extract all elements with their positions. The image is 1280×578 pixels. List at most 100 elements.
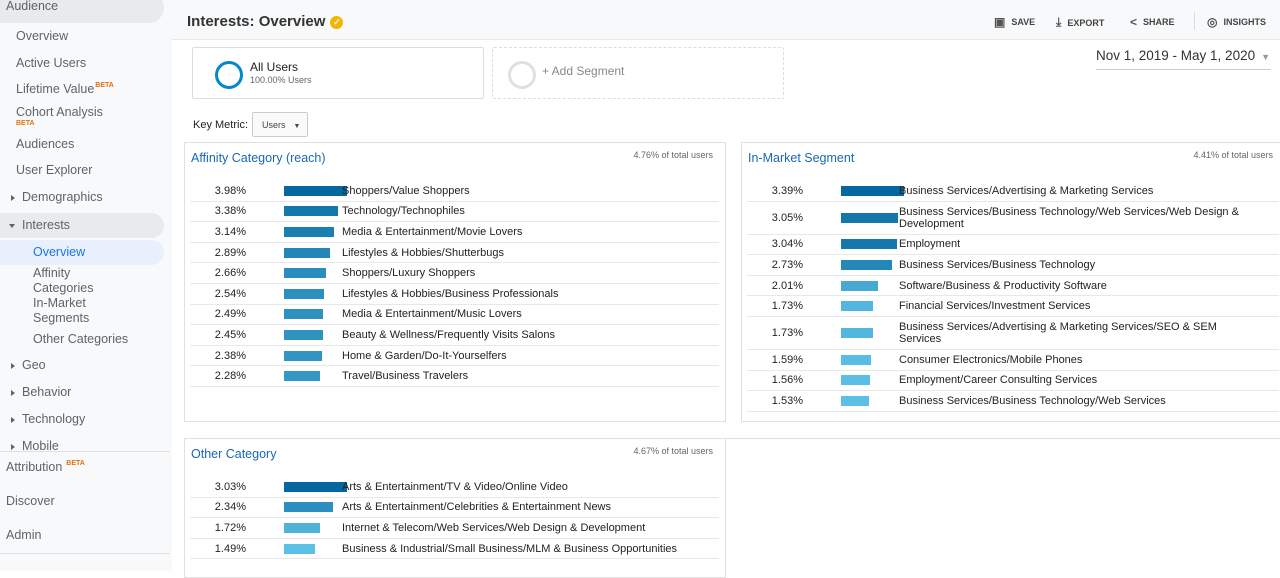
page-header: Interests: Overview ✓ ▣ SAVE ⤓ EXPORT < SHAR…	[172, 0, 1280, 40]
row-label[interactable]: Technology/Technophiles	[342, 205, 465, 218]
row-label[interactable]: Financial Services/Investment Services	[899, 300, 1091, 313]
row-label[interactable]: Shoppers/Luxury Shoppers	[342, 267, 476, 280]
label: Interests	[22, 218, 70, 232]
row-bar	[284, 481, 347, 492]
panel-total: 4.41% of total users	[1193, 150, 1273, 160]
sidebar-item-affinity[interactable]: Affinity Categories	[33, 266, 94, 295]
segment-sub: 100.00% Users	[250, 75, 312, 85]
panel-title[interactable]: Affinity Category (reach)	[191, 151, 326, 165]
sidebar-item-active-users[interactable]: Active Users	[16, 56, 87, 70]
row-bar	[284, 226, 334, 237]
row-label[interactable]: Business Services/Advertising & Marketin…	[899, 184, 1154, 197]
sidebar-item-interests[interactable]: Interests	[9, 218, 70, 232]
sidebar-item-discover[interactable]: Discover	[6, 494, 55, 508]
bar-cell	[246, 226, 342, 237]
sidebar-item-attribution[interactable]: Attribution BETA	[6, 460, 85, 474]
share-icon: <	[1130, 15, 1138, 29]
sidebar-item-demographics[interactable]: Demographics	[9, 190, 103, 204]
row-label[interactable]: Arts & Entertainment/TV & Video/Online V…	[342, 480, 568, 493]
bar-cell	[246, 247, 342, 258]
sidebar-item-overview[interactable]: Overview	[16, 29, 69, 43]
sidebar-item-behavior[interactable]: Behavior	[9, 385, 71, 399]
sidebar-item-audience[interactable]: Audience	[6, 0, 59, 13]
add-segment-button[interactable]: + Add Segment	[492, 47, 784, 99]
sidebar-item-technology[interactable]: Technology	[9, 412, 85, 426]
sidebar-item-in-market[interactable]: In-Market Segments	[33, 296, 90, 325]
verified-check-icon: ✓	[330, 16, 344, 29]
bar-cell	[246, 502, 342, 513]
row-label[interactable]: Business Services/Business Technology/We…	[899, 205, 1239, 230]
panel-title[interactable]: Other Category	[191, 447, 277, 461]
empty-ring-icon	[508, 61, 536, 89]
row-bar	[284, 185, 347, 196]
label: Behavior	[22, 385, 72, 399]
row-label[interactable]: Employment/Career Consulting Services	[899, 374, 1098, 387]
sidebar-item-lifetime-value[interactable]: Lifetime ValueBETA	[16, 82, 114, 96]
segment-ring-icon	[215, 61, 243, 89]
row-label[interactable]: Business & Industrial/Small Business/MLM…	[342, 542, 678, 555]
row-label[interactable]: Media & Entertainment/Movie Lovers	[342, 225, 523, 238]
insights-button[interactable]: ◎ INSIGHTS	[1207, 15, 1266, 29]
row-label[interactable]: Media & Entertainment/Music Lovers	[342, 308, 522, 321]
sidebar-mobile-clip: Mobile	[0, 436, 172, 451]
bar-cell	[246, 185, 347, 196]
row-bar	[284, 247, 330, 258]
sidebar-item-geo[interactable]: Geo	[9, 358, 46, 372]
export-button[interactable]: ⤓ EXPORT	[1056, 15, 1104, 30]
row-label[interactable]: Business Services/Advertising & Marketin…	[899, 320, 1217, 345]
sidebar-item-interests-overview[interactable]: Overview	[33, 245, 86, 259]
row-bar	[841, 212, 898, 223]
row-label[interactable]: Home & Garden/Do-It-Yourselfers	[342, 349, 507, 362]
sidebar-item-user-explorer[interactable]: User Explorer	[16, 163, 93, 177]
row-bar	[284, 502, 333, 513]
table-row: 1.73% Business Services/Advertising & Mar…	[747, 317, 1279, 350]
chevron-down-icon: ▼	[1261, 52, 1271, 62]
sidebar-item-mobile[interactable]: Mobile	[9, 439, 59, 451]
row-percent: 2.45%	[214, 328, 246, 341]
label: Geo	[22, 358, 46, 372]
row-percent: 3.14%	[214, 225, 246, 238]
row-label[interactable]: Lifestyles & Hobbies/Shutterbugs	[342, 246, 505, 259]
caret-right-icon	[11, 443, 15, 450]
row-bar	[284, 522, 320, 533]
date-range-picker[interactable]: Nov 1, 2019 - May 1, 2020 ▼	[1096, 48, 1271, 70]
row-label[interactable]: Beauty & Wellness/Frequently Visits Salo…	[342, 328, 555, 341]
title-text: Interests: Overview	[187, 13, 326, 30]
row-label[interactable]: Business Services/Business Technology	[899, 258, 1096, 271]
sidebar-item-other-categories[interactable]: Other Categories	[33, 332, 129, 346]
bar-cell	[803, 354, 899, 365]
panel-title[interactable]: In-Market Segment	[748, 151, 855, 165]
row-label[interactable]: Software/Business & Productivity Softwar…	[899, 279, 1107, 292]
segment-all-users[interactable]: All Users 100.00% Users	[192, 47, 484, 99]
row-percent: 3.03%	[214, 480, 246, 493]
row-percent: 1.49%	[214, 542, 246, 555]
key-metric-select[interactable]: Users ▼	[252, 112, 308, 137]
row-bar	[284, 288, 325, 299]
table-row: 2.45% Beauty & Wellness/Frequently Visits…	[190, 325, 719, 346]
row-percent: 2.34%	[214, 501, 246, 514]
sidebar-item-audiences[interactable]: Audiences	[16, 137, 75, 151]
row-label[interactable]: Business Services/Business Technology/We…	[899, 394, 1166, 407]
row-label[interactable]: Arts & Entertainment/Celebrities & Enter…	[342, 501, 612, 514]
row-bar	[841, 375, 870, 386]
row-bar	[841, 185, 904, 196]
row-label[interactable]: Travel/Business Travelers	[342, 370, 469, 383]
rows: 3.03% Arts & Entertainment/TV & Video/Onl…	[190, 477, 719, 560]
row-label[interactable]: Internet & Telecom/Web Services/Web Desi…	[342, 521, 646, 534]
row-percent: 1.59%	[771, 353, 803, 366]
row-label[interactable]: Employment	[899, 238, 961, 251]
share-button[interactable]: < SHARE	[1130, 15, 1175, 29]
bar-cell	[803, 185, 904, 196]
sidebar-item-cohort-analysis[interactable]: Cohort Analysis BETA	[16, 106, 103, 130]
row-label[interactable]: Shoppers/Value Shoppers	[342, 184, 470, 197]
table-row: 1.59% Consumer Electronics/Mobile Phones	[747, 350, 1279, 371]
row-percent: 3.39%	[771, 184, 803, 197]
row-percent: 2.01%	[771, 279, 803, 292]
row-label[interactable]: Lifestyles & Hobbies/Business Profession…	[342, 287, 559, 300]
bar-cell	[246, 522, 342, 533]
other-category-panel: Other Category 4.67% of total users 3.03…	[184, 438, 726, 578]
sidebar-item-admin[interactable]: Admin	[6, 528, 42, 542]
row-label[interactable]: Consumer Electronics/Mobile Phones	[899, 353, 1083, 366]
save-button[interactable]: ▣ SAVE	[994, 15, 1035, 29]
row-bar	[841, 239, 898, 250]
